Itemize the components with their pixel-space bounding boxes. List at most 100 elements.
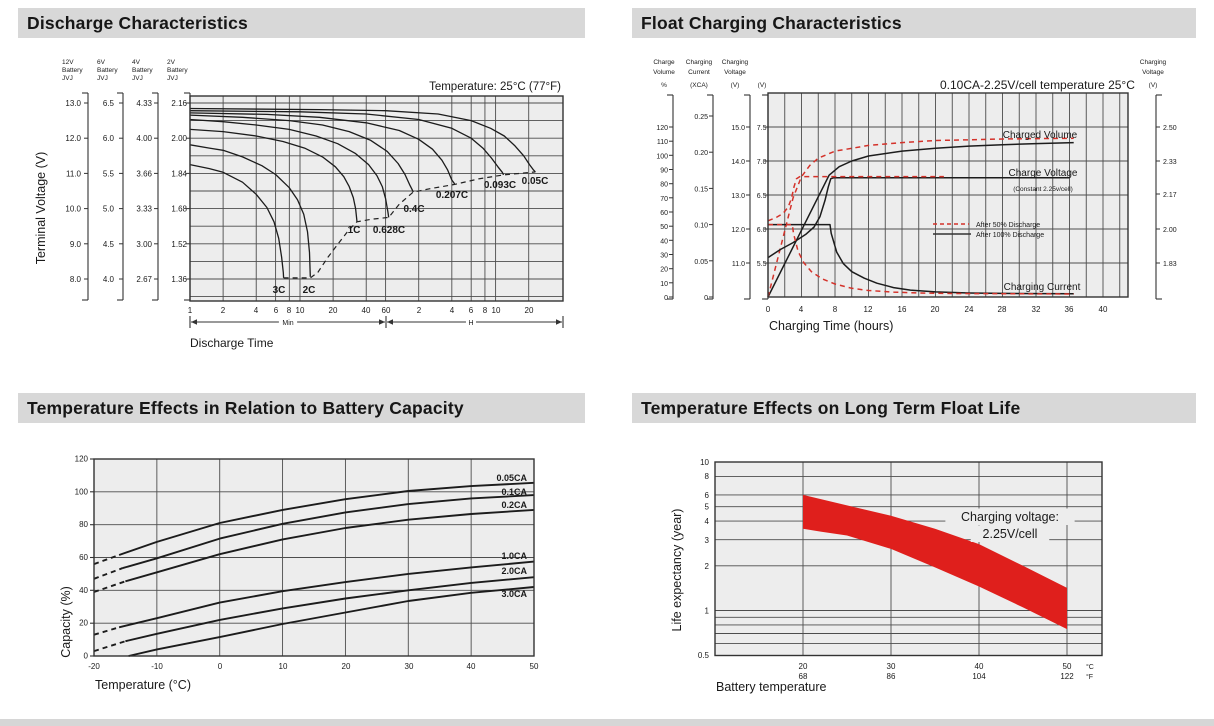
chart-text: 86 <box>887 672 896 681</box>
plot-border <box>189 95 564 302</box>
chart-text: 2 <box>417 306 422 315</box>
chart-text: Capacity (%) <box>59 586 73 658</box>
chart-text: Min <box>282 320 293 327</box>
axis-tick-label: 13.0 <box>731 193 745 200</box>
chart-text: 1 <box>705 607 710 616</box>
chart-text: Charged Volume <box>1003 130 1078 141</box>
chart-text: 50 <box>530 662 539 671</box>
series-0.093C <box>189 110 505 176</box>
series-0.2CA-dashed <box>93 580 126 593</box>
axis-tick-label: 0 <box>664 295 668 302</box>
axis-tick-label: 1.36 <box>171 275 187 284</box>
chart-text: 60 <box>382 306 391 315</box>
series-1.0CA <box>118 560 535 629</box>
series-2.0CA-dashed <box>93 640 126 653</box>
axis-header: 12V <box>62 59 74 66</box>
series-1C <box>189 128 358 222</box>
axis-header: 4V <box>132 59 141 66</box>
section-title-float-charging: Float Charging Characteristics <box>632 8 1196 38</box>
chart-text: °F <box>1086 673 1093 681</box>
axis-tick-label: 4.0 <box>103 275 115 284</box>
axis-header: % <box>661 82 667 89</box>
axis-header: Volume <box>653 69 675 76</box>
axis-tick-label: 6.0 <box>103 134 115 143</box>
chart-text: 2 <box>221 306 226 315</box>
axis-tick-label: 3.33 <box>136 205 152 214</box>
chart-text: 122 <box>1060 672 1074 681</box>
chart-text: 20 <box>931 305 940 314</box>
chart-text: 32 <box>1032 305 1041 314</box>
plot-border <box>767 92 1129 298</box>
section-title-text: Temperature Effects on Long Term Float L… <box>641 398 1021 418</box>
chart-text: 10 <box>492 306 501 315</box>
chart-text: 12 <box>864 305 873 314</box>
chart-text: 6 <box>469 306 474 315</box>
axis-tick-label: 10.0 <box>65 205 81 214</box>
axis-tick-label: 4.5 <box>103 240 115 249</box>
axis-header: Voltage <box>1142 69 1164 76</box>
chart-text: 20 <box>329 306 338 315</box>
axis-tick-label: 13.0 <box>65 99 81 108</box>
series-end-of-discharge-line <box>283 171 536 279</box>
chart-text: 8 <box>483 306 488 315</box>
label-bg <box>278 318 298 329</box>
axis-header: (XCA) <box>690 82 708 89</box>
axis-tick-label: 11.0 <box>732 261 745 268</box>
axis-tick-label: 10 <box>660 281 668 288</box>
chart-text: 20 <box>799 662 808 671</box>
chart-text: 5 <box>705 503 710 512</box>
chart-text: Temperature (°C) <box>95 678 191 692</box>
chart-text: 3 <box>705 536 710 545</box>
chart-text: 0.093C <box>484 180 516 191</box>
axis-tick-label: 5.5 <box>103 169 115 178</box>
chart-text: 8 <box>287 306 292 315</box>
chart-text: 40 <box>79 586 88 595</box>
arrowhead-right <box>379 319 385 325</box>
axis-tick-label: 6.5 <box>757 193 767 200</box>
plot-area <box>190 96 563 301</box>
chart-text: Battery temperature <box>716 680 827 694</box>
arrowhead-right <box>556 319 562 325</box>
chart-text: Terminal Voltage (V) <box>34 152 48 265</box>
chart-text: (Constant 2.25v/cell) <box>1013 186 1073 193</box>
chart-text: 0 <box>84 652 89 661</box>
chart-text: Charging Current <box>1004 282 1081 293</box>
chart-text: 30 <box>887 662 896 671</box>
section-title-temp-capacity: Temperature Effects in Relation to Batte… <box>18 393 585 423</box>
chart-text: 6 <box>274 306 279 315</box>
series-3C <box>189 163 285 278</box>
chart-text: 10 <box>700 458 709 467</box>
chart-text: 1 <box>188 306 193 315</box>
axis-header: Charging <box>722 59 749 66</box>
chart-text: 8 <box>705 472 710 481</box>
series-charged-volume-50 <box>767 137 1074 298</box>
series-2.0CA <box>125 576 535 643</box>
chart-text: 0.1CA <box>501 487 527 497</box>
plot-border <box>714 461 1103 657</box>
chart-text: 0.10CA-2.25V/cell temperature 25°C <box>940 78 1135 92</box>
axis-tick-label: 12.0 <box>65 134 81 143</box>
axis-tick-label: 6.0 <box>757 227 767 234</box>
axis-tick-label: 60 <box>660 210 668 217</box>
arrowhead-left <box>191 319 197 325</box>
axis-header: Battery <box>132 67 153 74</box>
chart-text: 120 <box>75 455 89 464</box>
axis-tick-label: 90 <box>660 168 668 175</box>
series-0.2CA <box>125 508 535 583</box>
chart-text: 3.0CA <box>501 589 527 599</box>
axis-tick-label: 1.52 <box>171 240 187 249</box>
chart-text: Charge Voltage <box>1009 168 1078 179</box>
series-charged-volume-100 <box>767 141 1074 298</box>
axis-tick-label: 40 <box>660 238 668 245</box>
chart-text: After 50% Discharge <box>976 222 1040 229</box>
axis-header: Battery <box>97 67 118 74</box>
axis-tick-label: 12.0 <box>731 227 745 234</box>
axis-tick-label: 14.0 <box>731 159 745 166</box>
axis-tick-label: 2.67 <box>136 275 152 284</box>
section-title-text: Temperature Effects in Relation to Batte… <box>27 398 464 418</box>
temperature-capacity-chart: 0 20 40 60 80 100 120 -20 -10 0 10 20 30 40 50 0.05CA 0.… <box>59 455 539 693</box>
chart-text: Temperature: 25°C (77°F) <box>429 81 561 93</box>
chart-text: 0.207C <box>436 190 468 201</box>
chart-text: 1C <box>348 225 361 236</box>
axis-tick-label: 15.0 <box>731 125 745 132</box>
